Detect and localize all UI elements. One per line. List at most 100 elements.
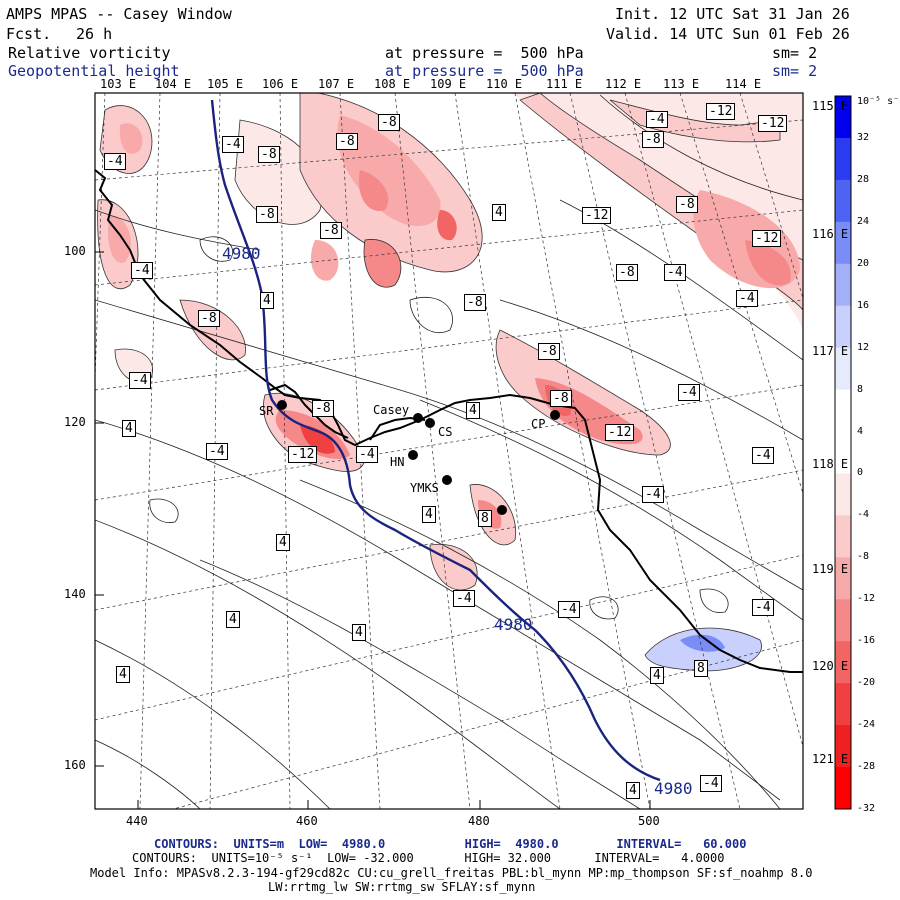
- x-tick-460: 460: [296, 814, 318, 828]
- longitude-label-right: 116 E: [812, 227, 849, 241]
- vorticity-contour-label: 4: [492, 204, 506, 221]
- longitude-label-right: 117 E: [812, 344, 849, 358]
- vorticity-contour-label: -4: [646, 111, 668, 128]
- colorbar-segment: [835, 473, 851, 516]
- longitude-label-top: 106 E: [262, 77, 299, 91]
- vorticity-contour-label: -4: [642, 486, 664, 503]
- vorticity-contour-label: -12: [582, 207, 612, 224]
- colorbar: [834, 95, 852, 810]
- longitude-label-top: 109 E: [430, 77, 467, 91]
- station-label-ymks: YMKS: [410, 481, 439, 495]
- vorticity-contour-label: -4: [222, 136, 244, 153]
- height-label-upper: 4980: [222, 244, 261, 263]
- colorbar-unit: 10⁻⁵ s⁻¹: [857, 96, 900, 107]
- vorticity-contour-label: -4: [752, 447, 774, 464]
- colorbar-tick-label: 20: [857, 257, 870, 269]
- field2-name: Geopotential height: [8, 62, 180, 80]
- y-tick-120: 120: [64, 415, 86, 429]
- longitude-label-right: 115 E: [812, 99, 849, 113]
- vorticity-contour-label: -8: [616, 264, 638, 281]
- longitude-label-top: 110 E: [486, 77, 523, 91]
- vorticity-contour-label: -4: [453, 590, 475, 607]
- colorbar-segment: [835, 599, 851, 642]
- colorbar-segment: [835, 179, 851, 223]
- colorbar-tick-label: -28: [857, 761, 876, 773]
- field2-smoothing: sm= 2: [772, 62, 818, 80]
- colorbar-segment: [835, 221, 851, 265]
- station-markers: [277, 400, 560, 515]
- map-title: AMPS MPAS -- Casey Window: [6, 5, 232, 23]
- vorticity-contour-label: -12: [752, 230, 782, 247]
- colorbar-tick-label: 28: [857, 173, 870, 185]
- station-label-cs: CS: [438, 425, 453, 439]
- longitude-label-right: 119 E: [812, 562, 849, 576]
- vorticity-contour-label: 4: [626, 782, 640, 799]
- colorbar-tick-label: -12: [857, 593, 876, 605]
- vorticity-contour-label: -4: [736, 290, 758, 307]
- colorbar-segment: [835, 137, 851, 181]
- field1-smoothing: sm= 2: [772, 44, 818, 62]
- longitude-label-top: 104 E: [155, 77, 192, 91]
- vorticity-contour-label: -8: [336, 133, 358, 150]
- footer-vorticity-contours: CONTOURS: UNITS=10⁻⁵ s⁻¹ LOW= -32.000 HI…: [132, 851, 725, 865]
- x-tick-440: 440: [126, 814, 148, 828]
- field1-name: Relative vorticity: [8, 44, 171, 62]
- colorbar-tick-label: -24: [857, 719, 876, 731]
- vorticity-contour-label: -8: [312, 400, 334, 417]
- vorticity-contour-label: 4: [116, 666, 130, 683]
- colorbar-segment: [835, 767, 851, 810]
- colorbar-segment: [835, 515, 851, 558]
- colorbar-segment: [835, 431, 851, 474]
- colorbar-tick-label: 12: [857, 341, 870, 353]
- longitude-label-top: 114 E: [725, 77, 762, 91]
- colorbar-tick-label: 0: [857, 467, 864, 479]
- vorticity-contour-label: 4: [422, 506, 436, 523]
- colorbar-tick-label: -8: [857, 551, 870, 563]
- station-label-sr: SR: [259, 404, 274, 418]
- colorbar-tick-label: 8: [857, 383, 864, 395]
- vorticity-contour-label: -8: [676, 196, 698, 213]
- vorticity-contour-label: 4: [650, 667, 664, 684]
- longitude-label-right: 118 E: [812, 457, 849, 471]
- vorticity-contour-label: -12: [706, 103, 736, 120]
- longitude-label-top: 107 E: [318, 77, 355, 91]
- height-contour-4980: [210, 99, 661, 782]
- x-tick-500: 500: [638, 814, 660, 828]
- station-label-hn: HN: [390, 455, 405, 469]
- y-tick-100: 100: [64, 244, 86, 258]
- vorticity-contour-label: 4: [466, 402, 480, 419]
- colorbar-tick-label: 24: [857, 215, 870, 227]
- field2-level: at pressure = 500 hPa: [385, 62, 584, 80]
- colorbar-segment: [835, 96, 851, 139]
- colorbar-tick-label: -4: [857, 509, 870, 521]
- vorticity-contour-label: -4: [104, 153, 126, 170]
- longitude-label-top: 108 E: [374, 77, 411, 91]
- vorticity-contour-label: -4: [558, 601, 580, 618]
- longitude-label-right: 120 E: [812, 659, 849, 673]
- init-time: Init. 12 UTC Sat 31 Jan 26: [615, 5, 850, 23]
- vorticity-contour-label: -4: [129, 372, 151, 389]
- vorticity-contour-label: -8: [550, 390, 572, 407]
- vorticity-contour-label: -8: [642, 131, 664, 148]
- colorbar-tick-label: -32: [857, 803, 876, 814]
- vorticity-contour-label: -4: [678, 384, 700, 401]
- colorbar-segment: [835, 725, 851, 768]
- plot-frame: [94, 92, 804, 810]
- vorticity-contour-label: -12: [288, 446, 318, 463]
- colorbar-segment: [835, 641, 851, 684]
- vorticity-contour-label: -8: [464, 294, 486, 311]
- colorbar-frame: [834, 95, 852, 810]
- longitude-label-top: 113 E: [663, 77, 700, 91]
- colorbar-segment: [835, 347, 851, 391]
- station-label-cp: CP: [531, 417, 546, 431]
- height-label-middle: 4980: [494, 615, 533, 634]
- vorticity-contour-label: -12: [758, 115, 788, 132]
- longitude-label-top: 112 E: [605, 77, 642, 91]
- vorticity-contour-label: 4: [276, 534, 290, 551]
- footer-height-contours: CONTOURS: UNITS=m LOW= 4980.0 HIGH= 4980…: [154, 837, 747, 851]
- station-label-casey: Casey: [373, 403, 410, 417]
- forecast-hour: 26 h: [76, 25, 113, 43]
- field1-level: at pressure = 500 hPa: [385, 44, 584, 62]
- vorticity-contour-label: -4: [356, 446, 378, 463]
- vorticity-shading: [97, 93, 803, 672]
